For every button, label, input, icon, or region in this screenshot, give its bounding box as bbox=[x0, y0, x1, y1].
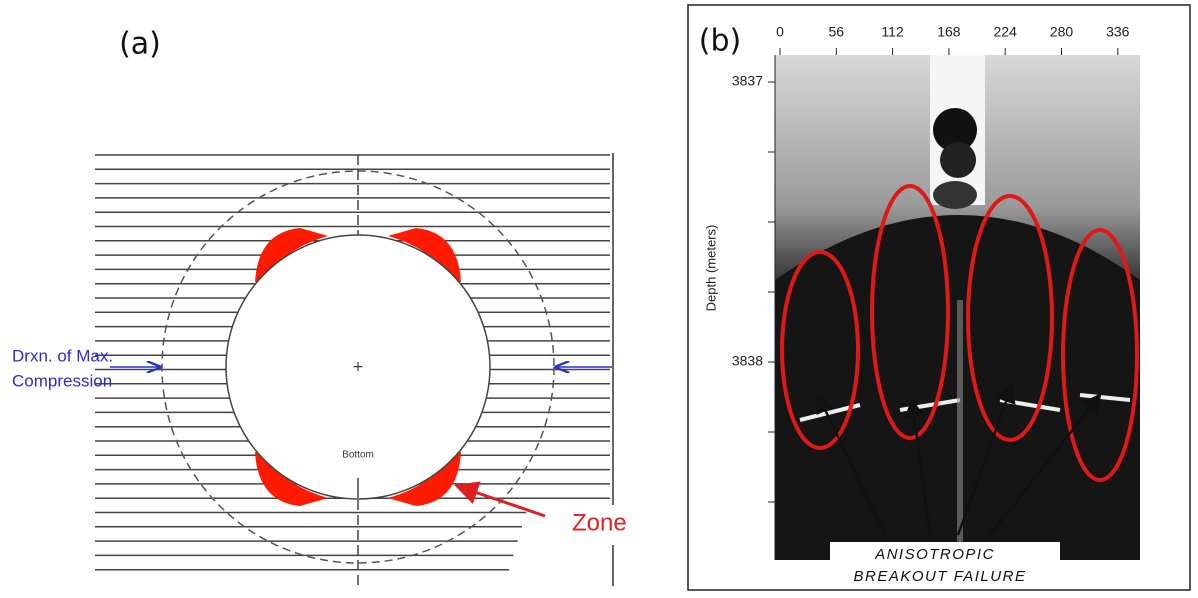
x-tick-label: 56 bbox=[829, 24, 845, 40]
x-tick-label: 112 bbox=[881, 24, 904, 40]
caption-background bbox=[830, 542, 1060, 588]
y-tick-label: 3838 bbox=[732, 353, 763, 369]
x-tick-label: 336 bbox=[1106, 24, 1130, 40]
image-texture bbox=[775, 55, 1140, 560]
x-tick-label: 0 bbox=[776, 24, 784, 40]
center-mark: + bbox=[352, 359, 364, 375]
direction-label: Drxn. of Max. bbox=[12, 346, 113, 365]
y-ticks: 3837 3838 bbox=[732, 73, 775, 503]
zone-arrow bbox=[454, 481, 546, 518]
label-background bbox=[530, 505, 640, 545]
pointer-arrows bbox=[816, 382, 1102, 536]
zone-label: Zone bbox=[572, 509, 627, 536]
x-tick-label: 280 bbox=[1050, 24, 1074, 40]
y-axis-label: Depth (meters) bbox=[703, 225, 718, 312]
y-tick-label: 3837 bbox=[732, 73, 763, 89]
panel-label: (b) bbox=[699, 24, 741, 59]
breakout-ellipses bbox=[780, 184, 1139, 482]
x-tick-label: 168 bbox=[937, 24, 961, 40]
direction-label: Compression bbox=[12, 371, 112, 390]
panel-label: (a) bbox=[119, 27, 161, 62]
caption: BREAKOUT FAILURE bbox=[854, 568, 1027, 585]
bottom-label: Bottom bbox=[342, 450, 374, 461]
caption: ANISOTROPIC bbox=[874, 546, 995, 563]
x-tick-label: 224 bbox=[994, 24, 1018, 40]
borehole bbox=[225, 234, 491, 500]
x-ticks: 0 56 112 168 224 280 336 bbox=[776, 24, 1130, 55]
